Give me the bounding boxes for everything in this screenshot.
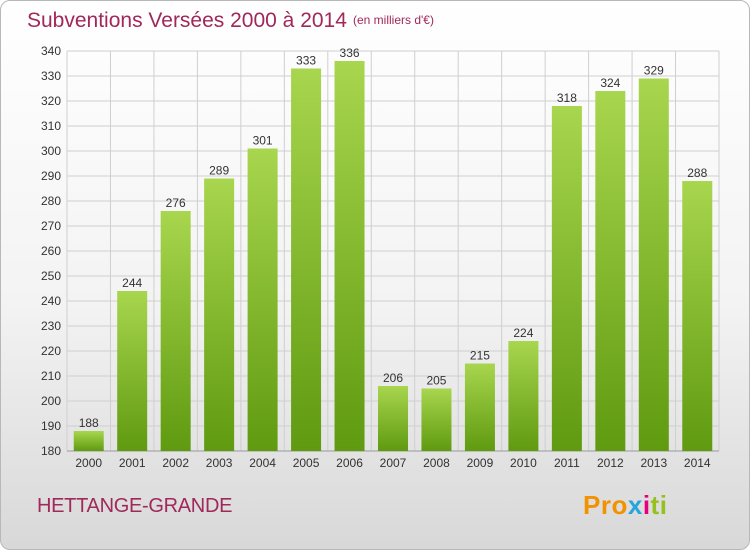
bar-2004 — [247, 148, 278, 451]
bar-2014 — [682, 181, 713, 451]
value-label-2014: 288 — [687, 166, 707, 180]
y-tick-label: 310 — [41, 119, 61, 133]
x-tick-label-2002: 2002 — [162, 456, 189, 470]
axes: 180 190 200 210 220 230 240 250 260 270 280 290 300 3… — [41, 44, 719, 470]
y-tick-label: 210 — [41, 369, 61, 383]
x-tick-label-2005: 2005 — [293, 456, 320, 470]
x-tick-label-2009: 2009 — [467, 456, 494, 470]
x-tick-label-2014: 2014 — [684, 456, 711, 470]
value-label-2006: 336 — [340, 46, 360, 60]
bar-2012 — [595, 91, 626, 451]
logo-part-4: ti — [650, 490, 668, 520]
logo-part-1: Pro — [583, 490, 628, 520]
bar-2013 — [638, 78, 669, 451]
y-tick-label: 190 — [41, 419, 61, 433]
chart-subtitle: (en milliers d'€) — [353, 13, 434, 27]
x-tick-label-2006: 2006 — [336, 456, 363, 470]
value-label-2010: 224 — [513, 326, 533, 340]
x-tick-label-2007: 2007 — [380, 456, 407, 470]
y-tick-label: 180 — [41, 444, 61, 458]
value-label-2012: 324 — [600, 76, 620, 90]
bar-2009 — [464, 363, 495, 451]
bar-2011 — [551, 106, 582, 451]
bar-2001 — [117, 291, 148, 451]
y-tick-label: 250 — [41, 269, 61, 283]
y-tick-label: 220 — [41, 344, 61, 358]
bar-2007 — [378, 386, 408, 451]
y-tick-label: 330 — [41, 69, 61, 83]
value-label-2003: 289 — [209, 164, 229, 178]
x-tick-label-2010: 2010 — [510, 456, 537, 470]
x-tick-label-2004: 2004 — [249, 456, 276, 470]
bars — [73, 61, 713, 451]
y-tick-label: 270 — [41, 219, 61, 233]
y-tick-label: 230 — [41, 319, 61, 333]
chart-title: Subventions Versées 2000 à 2014 — [27, 9, 347, 32]
value-label-2013: 329 — [644, 64, 664, 78]
bar-2000 — [73, 431, 104, 451]
bar-2006 — [334, 61, 365, 451]
value-label-2009: 215 — [470, 349, 490, 363]
bar-2002 — [160, 211, 191, 451]
value-label-2000: 188 — [79, 416, 99, 430]
value-label-2004: 301 — [253, 134, 273, 148]
bar-2003 — [204, 178, 235, 451]
value-label-2008: 205 — [426, 374, 446, 388]
bar-2008 — [421, 388, 452, 451]
x-tick-label-2003: 2003 — [206, 456, 233, 470]
y-tick-label: 320 — [41, 94, 61, 108]
logo-part-3: i — [642, 490, 651, 520]
x-tick-label-2000: 2000 — [75, 456, 102, 470]
y-tick-label: 300 — [41, 144, 61, 158]
x-tick-label-2001: 2001 — [119, 456, 146, 470]
logo-part-2: x — [627, 490, 643, 520]
x-tick-label-2008: 2008 — [423, 456, 450, 470]
x-tick-label-2013: 2013 — [640, 456, 667, 470]
y-tick-label: 260 — [41, 244, 61, 258]
y-tick-label: 340 — [41, 44, 61, 58]
value-label-2011: 318 — [557, 91, 577, 105]
labels: 188 244 276 289 301 333 336 206 205 215 224 318 324 3… — [79, 46, 708, 430]
y-tick-label: 200 — [41, 394, 61, 408]
x-tick-label-2012: 2012 — [597, 456, 624, 470]
value-label-2007: 206 — [383, 371, 403, 385]
y-tick-label: 240 — [41, 294, 61, 308]
x-tick-label-2011: 2011 — [554, 456, 580, 470]
value-label-2002: 276 — [166, 196, 186, 210]
y-tick-label: 290 — [41, 169, 61, 183]
place-name: HETTANGE-GRANDE — [37, 495, 233, 517]
value-label-2005: 333 — [296, 54, 316, 68]
y-tick-label: 280 — [41, 194, 61, 208]
proxiti-logo: Proxiti — [583, 490, 667, 521]
bar-2005 — [291, 68, 322, 451]
bar-2010 — [508, 341, 539, 451]
value-label-2001: 244 — [122, 276, 142, 290]
